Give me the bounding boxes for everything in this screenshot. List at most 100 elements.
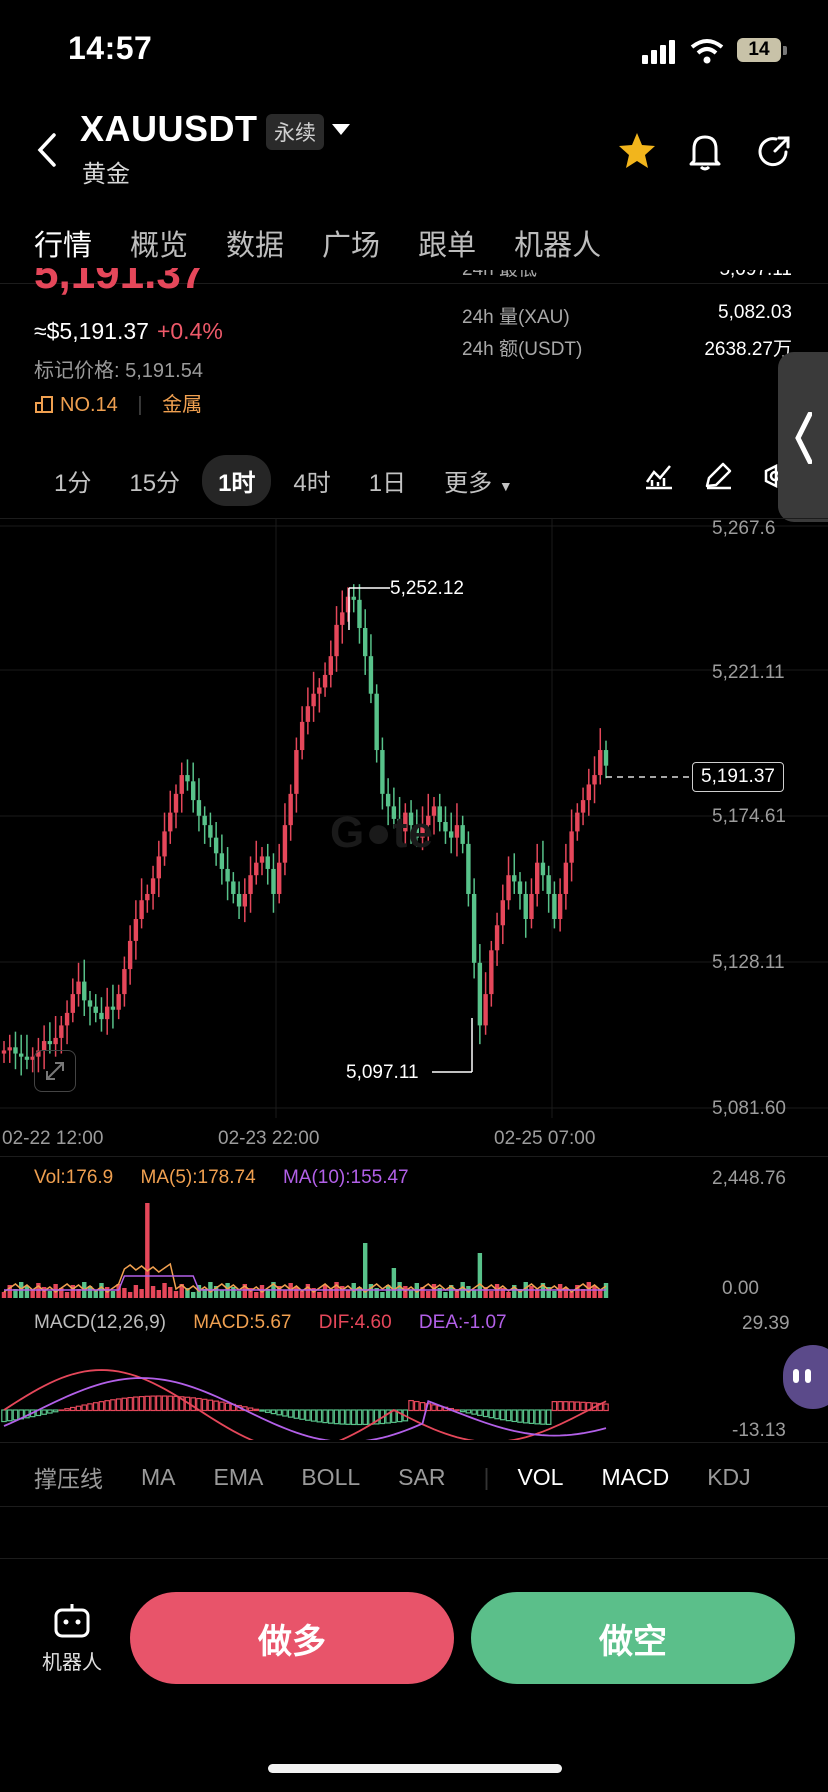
tab-robot[interactable]: 机器人 [514,230,602,262]
y-tick: 5,081.60 [712,1098,786,1119]
interval-4h[interactable]: 4时 [293,470,331,497]
interval-1m[interactable]: 1分 [54,470,92,497]
volume-legend: Vol:176.9 MA(5):178.74 MA(10):155.47 [34,1167,409,1189]
indicator-support[interactable]: 撑压线 [34,1466,103,1492]
indicator-chart-icon[interactable] [644,462,674,490]
home-indicator [268,1764,562,1773]
robot-label[interactable]: 机器人 [42,1652,102,1674]
interval-15m[interactable]: 15分 [129,470,181,497]
assistant-bubble[interactable] [783,1345,828,1409]
volume-min: 0.00 [722,1278,759,1299]
vol-ma5: MA(5):178.74 [140,1167,256,1188]
indicator-tabs: 撑压线 MA EMA BOLL SAR | VOL MACD KDJ [34,1460,789,1494]
favorite-star-icon[interactable] [617,132,657,170]
indicator-divider [0,1442,828,1443]
chart-top-divider [0,518,828,519]
stat-row-low: 24h 最低 5,097.11 [462,270,792,288]
contract-type-tag[interactable]: 永续 [266,114,324,150]
macd-dif: DIF:4.60 [318,1312,392,1333]
macd-value: MACD:5.67 [193,1312,292,1333]
interval-more[interactable]: 更多 ▼ [428,455,529,506]
bell-icon[interactable] [688,132,722,172]
x-tick: 02-23 22:00 [218,1128,320,1149]
tab-data[interactable]: 数据 [226,230,285,262]
macd-title: MACD(12,26,9) [34,1312,166,1333]
tab-overview[interactable]: 概览 [130,230,189,262]
main-tabs: 行情 概览 数据 广场 跟单 机器人 [34,222,639,264]
tabs-divider [0,283,828,284]
rank-badge[interactable]: NO.14 | 金属 [34,388,202,417]
battery-indicator: 14 [737,38,781,62]
indicator-kdj[interactable]: KDJ [707,1463,751,1490]
stat-value: 2638.27万 [704,339,792,360]
status-time: 14:57 [68,30,153,66]
cellular-signal-icon [642,40,675,64]
expand-icon [46,1062,64,1080]
stat-label: 24h 额(USDT) [462,339,583,360]
y-tick: 5,267.6 [712,518,776,539]
stat-label: 24h 量(XAU) [462,307,570,328]
settings-gear-icon[interactable] [762,462,778,490]
volume-chart [1,1203,609,1298]
dropdown-caret-icon[interactable] [332,124,350,136]
fullscreen-button[interactable] [34,1050,76,1092]
vol-value: Vol:176.9 [34,1167,114,1188]
category-label: 金属 [162,394,203,416]
stat-value: 5,097.11 [719,270,792,288]
indicator-sar[interactable]: SAR [398,1463,446,1490]
interval-1d[interactable]: 1日 [368,470,407,497]
indicator-bottom-divider [0,1506,828,1507]
interval-more-label: 更多 [444,470,493,497]
high-price-label: 5,252.12 [390,578,464,599]
y-tick: 5,128.11 [712,952,785,973]
vol-ma10: MA(10):155.47 [282,1167,409,1188]
tab-square[interactable]: 广场 [322,230,381,262]
indicator-ma[interactable]: MA [141,1463,176,1490]
macd-chart [1,1369,609,1440]
macd-legend: MACD(12,26,9) MACD:5.67 DIF:4.60 DEA:-1.… [34,1312,507,1334]
long-button[interactable]: 做多 [130,1592,454,1684]
last-price-partial: 5,191.37 [34,268,206,298]
indicator-vol[interactable]: VOL [517,1463,564,1490]
robot-icon[interactable] [52,1602,92,1640]
volume-max: 2,448.76 [712,1168,786,1189]
mark-price: 标记价格: 5,191.54 [34,360,203,382]
stat-value: 5,082.03 [718,302,792,323]
price-change: +0.4% [156,318,223,344]
interval-1h[interactable]: 1时 [202,455,272,506]
interval-selector: 1分 15分 1时 4时 1日 更多 ▼ [38,455,535,506]
macd-dea: DEA:-1.07 [418,1312,507,1333]
back-arrow-icon[interactable] [36,132,58,168]
stat-row-volume: 24h 量(XAU) 5,082.03 [462,302,792,334]
rank-bar-icon [35,396,53,413]
symbol-title[interactable]: XAUUSDT [80,108,258,149]
indicator-ema[interactable]: EMA [213,1463,264,1490]
side-drawer-handle[interactable] [778,352,828,522]
assistant-icon [793,1369,811,1383]
indicator-boll[interactable]: BOLL [301,1463,361,1490]
low-price-label: 5,097.11 [346,1062,419,1083]
x-tick: 02-25 07:00 [494,1128,596,1149]
tab-copy-trade[interactable]: 跟单 [418,230,477,262]
asset-name: 黄金 [82,161,130,188]
wifi-icon [690,39,724,64]
y-tick: 5,174.61 [712,806,786,827]
indicator-macd[interactable]: MACD [601,1463,670,1490]
share-icon[interactable] [756,134,792,170]
footer-divider [0,1558,828,1559]
approx-price-line: ≈$5,191.37 +0.4% [34,318,223,345]
macd-max: 29.39 [742,1313,790,1334]
chevron-left-icon [795,412,812,464]
current-price-tag: 5,191.37 [692,762,784,792]
battery-tip [783,46,787,55]
candlestick-chart[interactable] [0,518,828,1158]
caret-down-icon: ▼ [498,478,513,494]
short-button[interactable]: 做空 [471,1592,795,1684]
y-tick: 5,221.11 [712,662,785,683]
stat-row-turnover: 24h 额(USDT) 2638.27万 [462,334,792,366]
drawing-pen-icon[interactable] [703,462,733,490]
macd-min: -13.13 [732,1420,786,1441]
tab-market[interactable]: 行情 [34,230,93,262]
approx-usd: ≈$5,191.37 [34,318,149,344]
watermark-logo: G●te [330,808,434,857]
